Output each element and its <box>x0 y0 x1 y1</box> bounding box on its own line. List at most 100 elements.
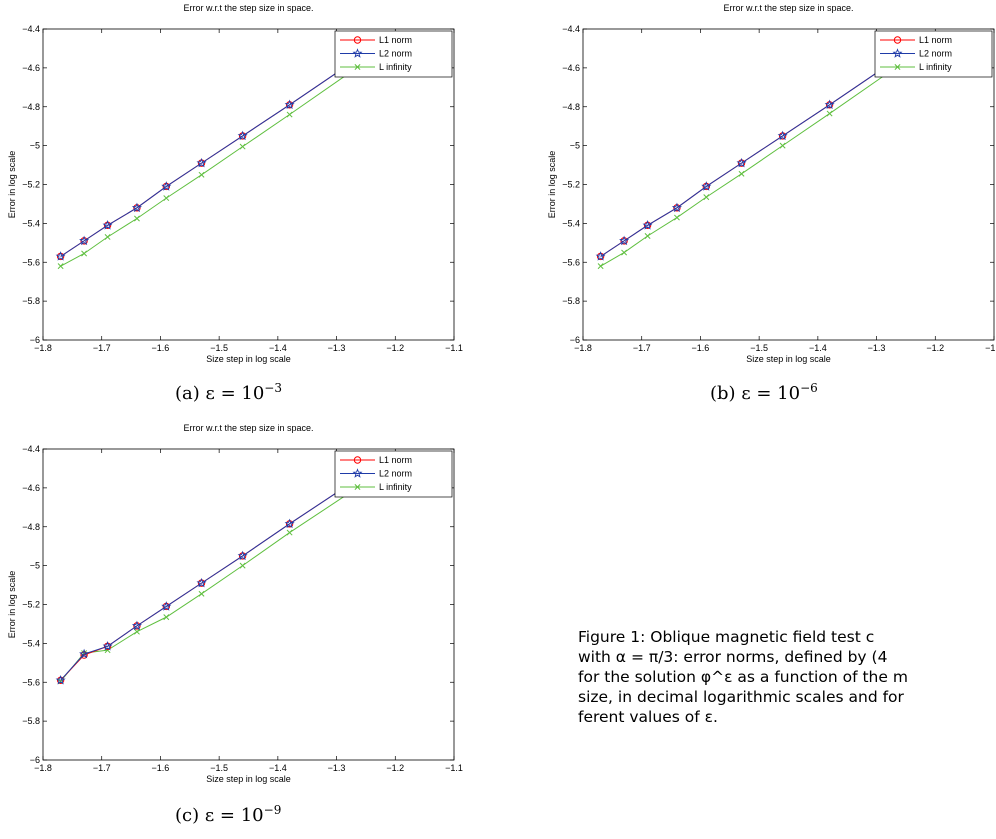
y-tick-label: −5.6 <box>22 677 40 687</box>
y-tick-label: −5.4 <box>22 218 40 228</box>
legend-entry: L infinity <box>379 482 412 492</box>
data-point <box>284 99 295 110</box>
legend-marker <box>892 48 903 58</box>
y-tick-label: −5.8 <box>22 296 40 306</box>
data-point <box>621 249 628 256</box>
y-tick-label: −4.8 <box>22 102 40 112</box>
data-point <box>102 220 113 230</box>
chart-title: Error w.r.t the step size in space. <box>183 423 313 433</box>
data-point <box>671 202 682 213</box>
y-tick-label: −4.4 <box>562 24 580 34</box>
y-tick-label: −6 <box>30 755 40 765</box>
x-tick-label: −1.7 <box>93 763 111 773</box>
plot-area <box>42 448 455 761</box>
figure-caption-line-2: with α = π/3: error norms, defined by (4 <box>578 648 888 666</box>
y-tick-label: −4.4 <box>22 24 40 34</box>
y-tick-label: −4.6 <box>22 63 40 73</box>
chart-panel-c: Error w.r.t the step size in space. −1.8−… <box>0 420 470 790</box>
data-point <box>595 251 606 261</box>
legend-marker <box>354 484 361 490</box>
y-tick-label: −5 <box>570 141 580 151</box>
y-tick-label: −4.6 <box>22 483 40 493</box>
chart-title: Error w.r.t the step size in space. <box>723 3 853 13</box>
x-tick-label: −1.6 <box>152 763 170 773</box>
x-tick-label: −1.3 <box>328 343 346 353</box>
subcaption-a-prefix: (a) <box>175 383 200 404</box>
data-point <box>703 194 710 201</box>
subcaption-b: (b) ε = 10−6 <box>710 381 818 404</box>
data-point <box>286 111 293 118</box>
legend-entry: L1 norm <box>379 455 412 465</box>
series-line <box>60 484 349 681</box>
data-point <box>104 234 111 240</box>
data-point <box>102 641 113 651</box>
x-tick-label: −1.4 <box>809 343 827 353</box>
series-l2-norm <box>55 59 354 261</box>
x-tick-label: −1.6 <box>692 343 710 353</box>
chart-panel-b: Error w.r.t the step size in space. −1.8−… <box>540 0 996 370</box>
data-point <box>286 529 293 536</box>
y-tick-label: −4.6 <box>562 63 580 73</box>
legend-entry: L infinity <box>919 62 952 72</box>
x-axis-label: Size step in log scale <box>206 774 291 784</box>
y-tick-label: −5.2 <box>22 180 40 190</box>
chart-c: Error w.r.t the step size in space.−1.8−… <box>7 423 463 784</box>
x-tick-label: −1.7 <box>93 343 111 353</box>
legend-entry: L2 norm <box>379 49 412 59</box>
legend-marker <box>352 48 363 58</box>
x-tick-label: −1.5 <box>210 763 228 773</box>
y-axis-label: Error in log scale <box>547 151 557 219</box>
legend: L1 norm L2 norm L infinity <box>334 30 453 78</box>
y-tick-label: −6 <box>30 335 40 345</box>
figure-caption-line-1: Figure 1: Oblique magnetic field test c <box>578 628 875 646</box>
data-point <box>55 675 66 685</box>
x-tick-label: −1.2 <box>386 343 404 353</box>
legend-marker <box>353 456 362 464</box>
y-axis-label: Error in log scale <box>7 571 17 639</box>
legend-entry: L2 norm <box>379 469 412 479</box>
legend-entry: L infinity <box>379 62 412 72</box>
data-point <box>80 651 88 659</box>
x-tick-label: −1.8 <box>34 763 52 773</box>
y-tick-label: −5.8 <box>562 296 580 306</box>
data-point <box>597 263 604 270</box>
legend-marker <box>893 36 902 44</box>
data-point <box>673 214 680 221</box>
subcaption-c-exp: −9 <box>263 803 282 817</box>
legend: L1 norm L2 norm L infinity <box>874 30 993 78</box>
y-tick-label: −5.6 <box>562 257 580 267</box>
chart-a: Error w.r.t the step size in space.−1.8−… <box>7 3 463 364</box>
x-tick-label: −1.3 <box>868 343 886 353</box>
legend-entry: L1 norm <box>379 35 412 45</box>
data-point <box>55 251 66 261</box>
data-point <box>163 614 170 621</box>
data-point <box>237 130 248 141</box>
data-point <box>738 170 745 177</box>
x-tick-label: −1.3 <box>328 763 346 773</box>
plot-area <box>42 28 455 341</box>
subcaption-c-prefix: (c) <box>175 805 200 826</box>
y-tick-label: −5.4 <box>22 638 40 648</box>
series-l2-norm <box>595 59 894 261</box>
y-tick-label: −5.4 <box>562 218 580 228</box>
y-tick-label: −5.2 <box>562 180 580 190</box>
data-point <box>57 263 64 270</box>
y-tick-label: −5 <box>30 561 40 571</box>
y-tick-label: −4.4 <box>22 444 40 454</box>
x-tick-label: −1.4 <box>269 763 287 773</box>
data-point <box>701 181 712 191</box>
legend-entry: L2 norm <box>919 49 952 59</box>
data-point <box>81 250 88 257</box>
data-point <box>79 648 90 659</box>
data-point <box>131 202 142 213</box>
data-point <box>239 562 246 569</box>
data-point <box>779 142 786 149</box>
legend-marker <box>894 64 901 70</box>
x-tick-label: −1.8 <box>34 343 52 353</box>
subcaption-a-exp: −3 <box>264 381 282 395</box>
chart-panel-a: Error w.r.t the step size in space. −1.8−… <box>0 0 470 370</box>
legend-marker <box>354 64 361 70</box>
x-tick-label: −1.5 <box>210 343 228 353</box>
x-tick-label: −1.2 <box>926 343 944 353</box>
data-point <box>644 233 651 239</box>
